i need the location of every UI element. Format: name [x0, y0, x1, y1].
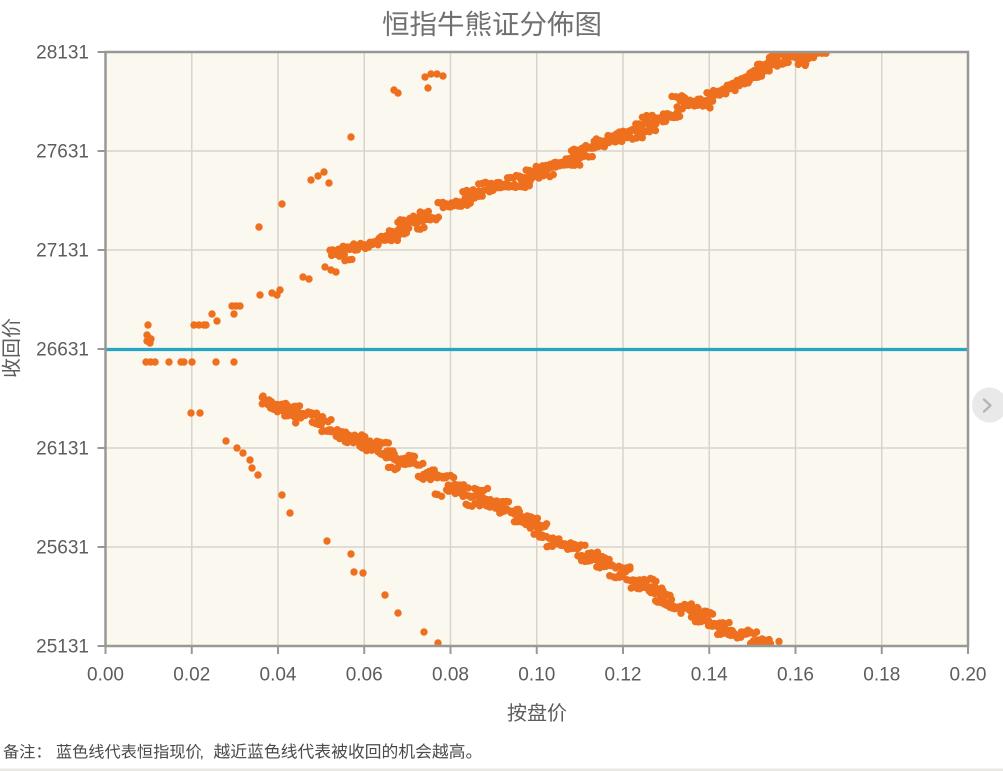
svg-text:0.06: 0.06 [346, 665, 383, 686]
svg-text:27631: 27631 [36, 142, 89, 163]
svg-text:28131: 28131 [36, 43, 89, 64]
svg-text:0.14: 0.14 [691, 665, 728, 686]
svg-text:,: , [200, 745, 204, 762]
svg-text:0.00: 0.00 [87, 665, 124, 686]
svg-text:0.16: 0.16 [777, 665, 814, 686]
svg-text:0.10: 0.10 [518, 665, 555, 686]
svg-text:0.20: 0.20 [950, 665, 987, 686]
svg-text:0.12: 0.12 [605, 665, 642, 686]
svg-text:26131: 26131 [36, 439, 89, 460]
svg-text:0.04: 0.04 [260, 665, 297, 686]
svg-text:25131: 25131 [36, 637, 89, 658]
svg-text:27131: 27131 [36, 241, 89, 262]
svg-text:26631: 26631 [36, 340, 89, 361]
svg-text:0.02: 0.02 [173, 665, 210, 686]
svg-text:0.08: 0.08 [432, 665, 469, 686]
svg-text:0.18: 0.18 [863, 665, 900, 686]
svg-text:25631: 25631 [36, 538, 89, 559]
